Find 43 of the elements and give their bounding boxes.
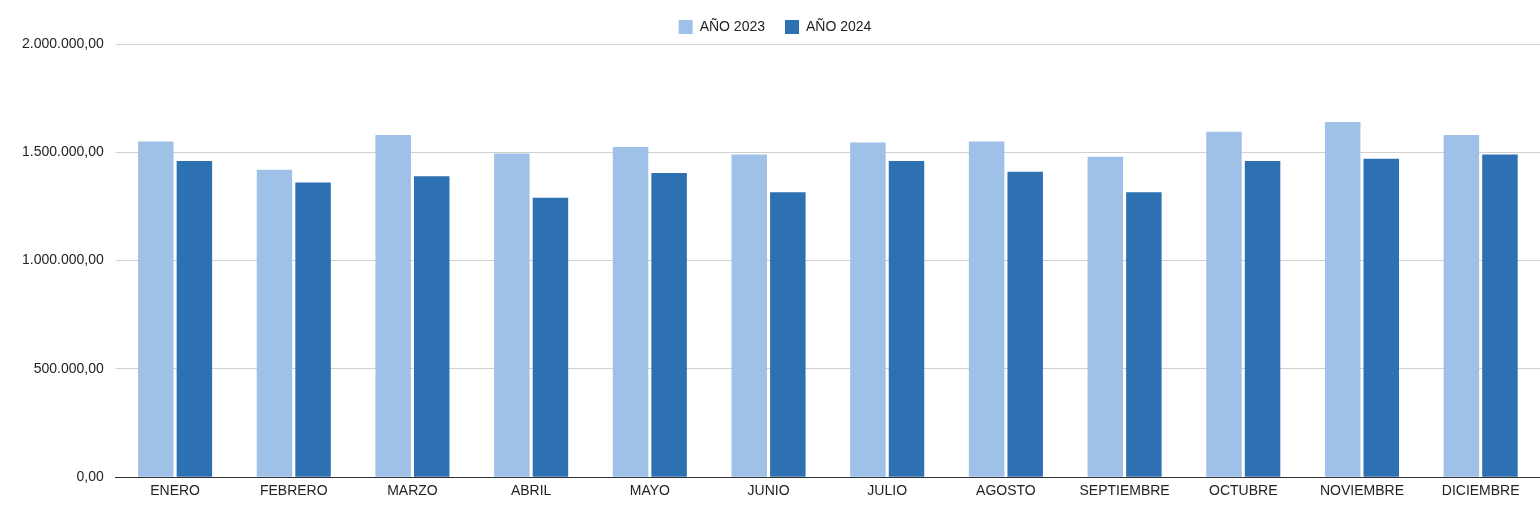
bar	[176, 160, 213, 477]
x-tick-label: OCTUBRE	[1209, 482, 1278, 499]
legend-label: AÑO 2024	[806, 17, 872, 34]
bar	[494, 153, 530, 477]
x-tick-label: AGOSTO	[976, 482, 1036, 499]
bar	[138, 141, 174, 477]
y-tick-label: 1.000.000,00	[21, 251, 104, 268]
bar	[1324, 121, 1361, 477]
y-tick-label: 2.000.000,00	[21, 34, 104, 51]
bar	[1244, 160, 1281, 477]
x-tick-label: NOVIEMBRE	[1319, 482, 1404, 499]
legend-label: AÑO 2023	[699, 17, 766, 34]
x-tick-label: DICIEMBRE	[1441, 482, 1520, 499]
x-tick-label: FEBRERO	[259, 482, 328, 499]
y-tick-label: 500.000,00	[33, 359, 104, 376]
x-tick-label: MAYO	[629, 482, 671, 499]
bar	[731, 154, 767, 477]
bar	[1363, 158, 1399, 477]
bar	[256, 169, 293, 477]
bar	[295, 182, 331, 477]
bar	[1087, 156, 1124, 477]
bar	[532, 197, 569, 477]
x-tick-label: ABRIL	[510, 482, 552, 499]
bar	[375, 134, 411, 477]
bar	[1482, 154, 1518, 477]
x-tick-label: SEPTIEMBRE	[1079, 482, 1170, 499]
bar	[1126, 192, 1162, 477]
bar	[888, 160, 925, 477]
bar	[651, 172, 687, 477]
x-tick-label: MARZO	[387, 482, 438, 499]
bar	[612, 146, 649, 477]
bar	[414, 176, 450, 477]
x-tick-label: JUNIO	[747, 482, 790, 499]
y-tick-label: 1.500.000,00	[21, 143, 104, 160]
bar	[850, 142, 886, 477]
bar	[968, 141, 1005, 477]
bar	[770, 192, 806, 477]
bar	[1206, 131, 1242, 477]
y-tick-label: 0,00	[76, 468, 104, 485]
x-tick-label: ENERO	[150, 482, 201, 499]
bar	[1007, 171, 1043, 477]
bar	[1443, 134, 1480, 477]
x-tick-label: JULIO	[867, 482, 908, 499]
